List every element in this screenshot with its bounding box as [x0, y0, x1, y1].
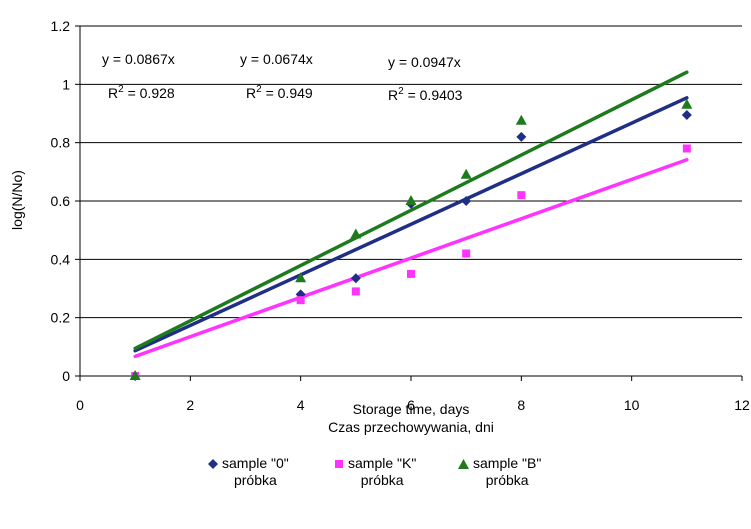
r2-label-sample-b: R2 = 0.9403 — [388, 86, 463, 103]
legend-marker-square — [335, 460, 343, 469]
y-tick-label: 0.2 — [51, 310, 71, 326]
r2-label-sample-k: R2 = 0.949 — [246, 84, 313, 101]
data-point-sample-k — [682, 144, 691, 153]
trendline-sample-b — [133, 70, 689, 351]
data-point-sample-b — [681, 98, 693, 109]
x-axis-title-line1: Storage time, days — [353, 401, 470, 417]
equation-label-sample-b: y = 0.0947x — [388, 54, 461, 70]
legend: sample "0" próbka sample "K" próbka sample… — [0, 455, 751, 529]
data-points — [129, 98, 693, 381]
data-point-sample-k — [296, 296, 305, 305]
data-point-sample-k — [351, 287, 360, 296]
trendline-sample-0 — [133, 96, 689, 353]
legend-item-sample-k: sample "K" próbka — [334, 455, 416, 489]
data-point-sample-0 — [350, 273, 361, 284]
y-tick-label: 0.4 — [51, 251, 71, 267]
x-axis-title-line2: Czas przechowywania, dni — [328, 419, 494, 435]
y-tick-label: 0 — [62, 368, 70, 384]
legend-label-sample-0: sample "0" — [222, 455, 289, 471]
r2-label-sample-0: R2 = 0.928 — [108, 84, 175, 101]
data-point-sample-k — [462, 249, 471, 258]
legend-item-sample-0: sample "0" próbka — [208, 455, 289, 489]
data-point-sample-0 — [461, 196, 472, 206]
data-point-sample-b — [515, 114, 527, 125]
data-point-sample-k — [517, 191, 526, 200]
trendlines — [133, 70, 689, 359]
legend-label-sample-b-line2: próbka — [485, 472, 529, 488]
legend-item-sample-b: sample "B" próbka — [458, 455, 541, 489]
data-point-sample-0 — [681, 109, 692, 120]
y-tick-label: 1.2 — [51, 18, 71, 34]
x-tick-label: 8 — [517, 397, 525, 413]
x-tick-label: 2 — [186, 397, 194, 413]
equation-label-sample-k: y = 0.0674x — [240, 51, 313, 67]
y-axis-title: log(N/No) — [9, 170, 25, 230]
legend-label-sample-k: sample "K" — [348, 455, 417, 471]
data-point-sample-b — [129, 370, 141, 380]
equation-label-sample-0: y = 0.0867x — [102, 51, 175, 67]
data-point-sample-b — [295, 272, 307, 283]
data-point-sample-k — [407, 269, 415, 278]
legend-label-sample-k-line2: próbka — [360, 472, 404, 488]
x-tick-label: 10 — [624, 397, 640, 413]
data-point-sample-0 — [516, 131, 527, 142]
legend-marker-diamond — [208, 459, 218, 470]
axes — [75, 25, 743, 381]
y-tick-label: 0.6 — [51, 193, 71, 209]
x-tick-label: 6 — [407, 397, 415, 413]
x-tick-label: 0 — [76, 397, 84, 413]
data-point-sample-b — [405, 195, 417, 205]
x-tick-label: 4 — [297, 397, 305, 413]
data-point-sample-b — [350, 228, 362, 239]
legend-label-sample-0-line2: próbka — [233, 472, 277, 488]
tick-labels: 0 0.2 0.4 0.6 0.8 1 1.2 0 2 4 6 8 10 12 — [51, 18, 750, 413]
x-tick-label: 12 — [734, 397, 750, 413]
legend-label-sample-b: sample "B" — [473, 455, 542, 471]
data-point-sample-b — [460, 168, 472, 179]
y-tick-label: 0.8 — [51, 135, 71, 151]
legend-marker-triangle — [458, 459, 469, 470]
chart: 0 0.2 0.4 0.6 0.8 1 1.2 0 2 4 6 8 10 12 y = 0.0867x R… — [9, 18, 750, 435]
trendline-sample-k — [133, 158, 689, 359]
y-tick-label: 1 — [62, 76, 70, 92]
